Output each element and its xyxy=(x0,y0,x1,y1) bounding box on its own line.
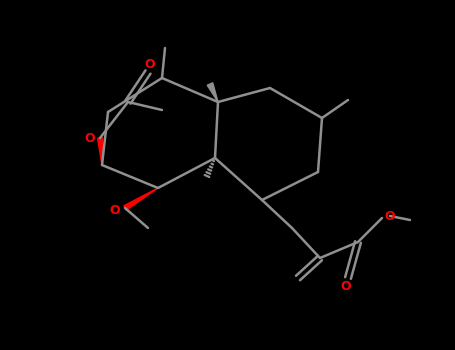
Text: O: O xyxy=(384,210,395,223)
Text: O: O xyxy=(341,280,351,293)
Text: O: O xyxy=(110,203,120,217)
Text: O: O xyxy=(145,57,155,70)
Text: O: O xyxy=(85,132,95,145)
Polygon shape xyxy=(97,138,102,165)
Polygon shape xyxy=(124,188,158,210)
Polygon shape xyxy=(207,83,218,102)
